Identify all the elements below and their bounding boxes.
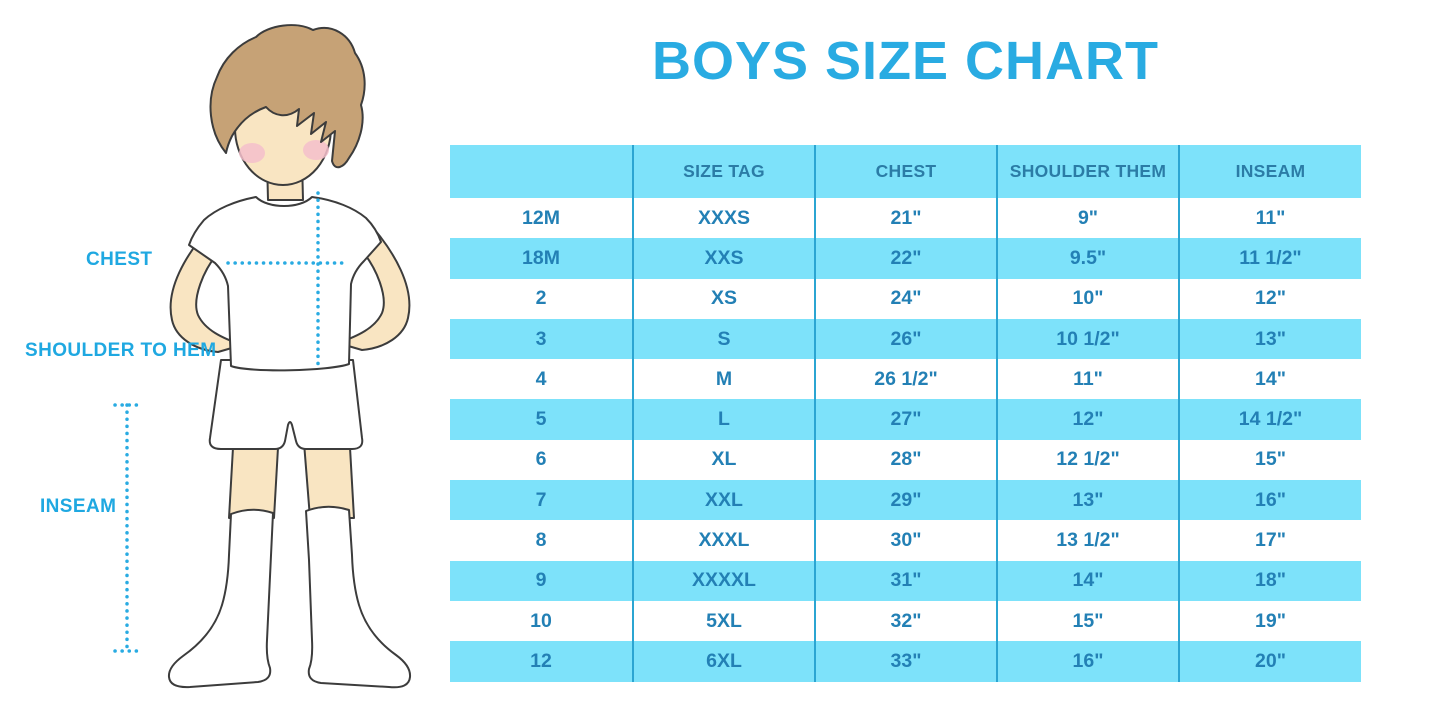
table-cell: 30" [815,520,998,561]
table-row: 5 L 27" 12" 14 1/2" [450,399,1361,440]
table-cell: 15" [997,600,1180,642]
table-cell: 18M [450,238,634,279]
table-cell: 9" [997,198,1180,239]
table-cell: 32" [815,600,998,642]
table-row: 4 M 26 1/2" 11" 14" [450,359,1361,400]
table-cell: 13" [997,480,1180,521]
table-cell: 2 [450,278,634,319]
table-cell: 10" [997,278,1180,319]
table-cell: XXL [633,480,816,521]
table-cell: 14" [997,560,1180,601]
right-sock [305,505,412,689]
table-cell: 20" [1179,641,1361,682]
hair [209,24,366,169]
t-shirt [188,196,382,372]
table-cell: 10 1/2" [997,318,1180,360]
table-cell: 9 [450,560,634,601]
table-cell: 6 [450,439,634,481]
table-cell: 21" [815,198,998,239]
table-cell: S [633,318,816,360]
table-row: 10 5XL 32" 15" 19" [450,600,1361,642]
table-row: 9 XXXXL 31" 14" 18" [450,560,1361,601]
table-row: 18M XXS 22" 9.5" 11 1/2" [450,238,1361,279]
table-cell: 33" [815,641,998,682]
left-sock [167,508,274,689]
table-cell: 12" [997,399,1180,440]
header-row: SIZE TAG CHEST SHOULDER THEM INSEAM [450,145,1361,198]
table-row: 8 XXXL 30" 13 1/2" 17" [450,520,1361,561]
table-cell: 12 1/2" [997,439,1180,481]
table-cell: 4 [450,359,634,400]
column-header-size [450,145,634,198]
table-cell: 11" [997,359,1180,400]
table-cell: M [633,359,816,400]
table-cell: 15" [1179,439,1361,481]
table-cell: 5 [450,399,634,440]
table-cell: XL [633,439,816,481]
table-cell: 27" [815,399,998,440]
table-cell: XXXL [633,520,816,561]
table-row: 2 XS 24" 10" 12" [450,278,1361,319]
table-cell: 7 [450,480,634,521]
table-row: 12M XXXS 21" 9" 11" [450,198,1361,239]
size-chart-table: SIZE TAG CHEST SHOULDER THEM INSEAM 12M XXXS… [450,145,1361,682]
left-arm [169,224,243,353]
table-cell: XS [633,278,816,319]
table-cell: 3 [450,318,634,360]
shoulder-to-hem-measure-label: SHOULDER TO HEM [25,340,217,361]
column-header-shoulder-them: SHOULDER THEM [997,145,1180,198]
right-blush [303,140,329,160]
chest-measure-label: CHEST [86,249,153,270]
table-cell: 11" [1179,198,1361,239]
column-header-inseam: INSEAM [1179,145,1361,198]
left-blush [239,143,265,163]
table-cell: 22" [815,238,998,279]
table-cell: 12 [450,641,634,682]
table-body: 12M XXXS 21" 9" 11" 18M XXS 22" 9.5" 11 1/2" 2 XS 24… [450,198,1361,682]
shorts [208,359,364,450]
table-cell: 16" [1179,480,1361,521]
table-cell: 16" [997,641,1180,682]
table-cell: 5XL [633,600,816,642]
table-cell: XXXXL [633,560,816,601]
table-cell: 26" [815,318,998,360]
table-cell: 13" [1179,318,1361,360]
table-cell: 8 [450,520,634,561]
table-cell: 14 1/2" [1179,399,1361,440]
table-cell: 29" [815,480,998,521]
inseam-measure-label: INSEAM [40,496,117,517]
table-row: 7 XXL 29" 13" 16" [450,480,1361,521]
right-arm [337,221,411,351]
table-cell: 28" [815,439,998,481]
table-cell: 19" [1179,600,1361,642]
table-cell: 12M [450,198,634,239]
table-cell: L [633,399,816,440]
page-title: BOYS SIZE CHART [651,31,1160,91]
column-header-size-tag: SIZE TAG [633,145,816,198]
table-cell: XXS [633,238,816,279]
table-cell: 26 1/2" [815,359,998,400]
table-row: 6 XL 28" 12 1/2" 15" [450,439,1361,481]
table-row: 3 S 26" 10 1/2" 13" [450,318,1361,360]
table-cell: 13 1/2" [997,520,1180,561]
table-cell: 12" [1179,278,1361,319]
boy-figure-illustration [113,24,412,689]
table-cell: XXXS [633,198,816,239]
table-cell: 31" [815,560,998,601]
table-row: 12 6XL 33" 16" 20" [450,641,1361,682]
table-cell: 9.5" [997,238,1180,279]
table-cell: 18" [1179,560,1361,601]
column-header-chest: CHEST [815,145,998,198]
table-cell: 24" [815,278,998,319]
table-cell: 10 [450,600,634,642]
table-cell: 17" [1179,520,1361,561]
table-cell: 6XL [633,641,816,682]
table-cell: 14" [1179,359,1361,400]
table-cell: 11 1/2" [1179,238,1361,279]
